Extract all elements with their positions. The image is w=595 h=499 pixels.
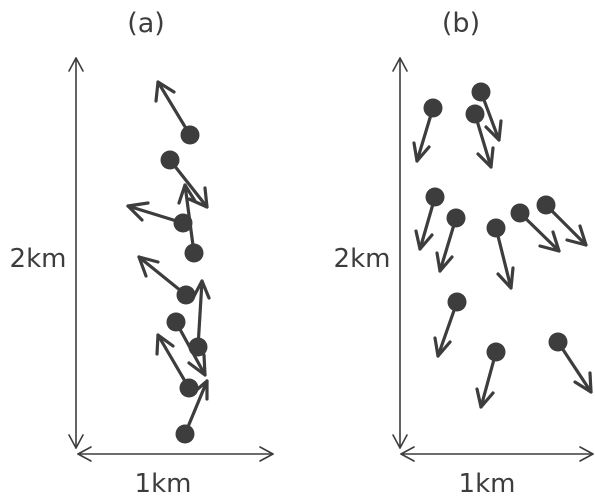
panel-a: (a) 2km 1km	[10, 8, 274, 499]
panel-b-particle	[536, 195, 588, 247]
panel-a-particle	[126, 201, 193, 233]
panel-b-height-dimension	[392, 57, 408, 449]
panel-a-width-label: 1km	[135, 469, 192, 499]
panel-a-particle	[160, 150, 209, 209]
panel-b-particle	[414, 187, 445, 251]
panel-b-particle	[475, 342, 506, 409]
panel-b-height-label: 2km	[334, 244, 391, 274]
panel-a-particle	[137, 255, 196, 305]
panel-b-particle	[412, 98, 443, 163]
panel-b-particle	[435, 208, 466, 273]
panel-b-title: (b)	[442, 8, 480, 39]
panel-a-height-label: 2km	[10, 244, 67, 274]
panel-b-particle	[510, 203, 561, 253]
panel-b-particle	[471, 82, 503, 142]
panel-a-width-dimension	[77, 446, 274, 462]
panel-b-width-label: 1km	[459, 469, 516, 499]
panel-a-particle	[166, 312, 207, 377]
panel-b-particle	[486, 218, 515, 290]
panel-a-particle	[188, 279, 211, 357]
panel-a-particle	[175, 379, 209, 444]
panel-a-particle	[177, 183, 204, 263]
panel-a-title: (a)	[127, 8, 165, 39]
panel-b-width-dimension	[400, 446, 594, 462]
panel-a-particle	[154, 80, 200, 145]
panel-b: (b) 2km 1km	[334, 8, 594, 499]
panel-a-height-dimension	[68, 57, 84, 449]
panel-a-particle	[155, 333, 199, 398]
panel-b-particle	[548, 332, 593, 394]
panel-b-particle	[433, 292, 467, 358]
panel-b-particle	[465, 104, 495, 169]
